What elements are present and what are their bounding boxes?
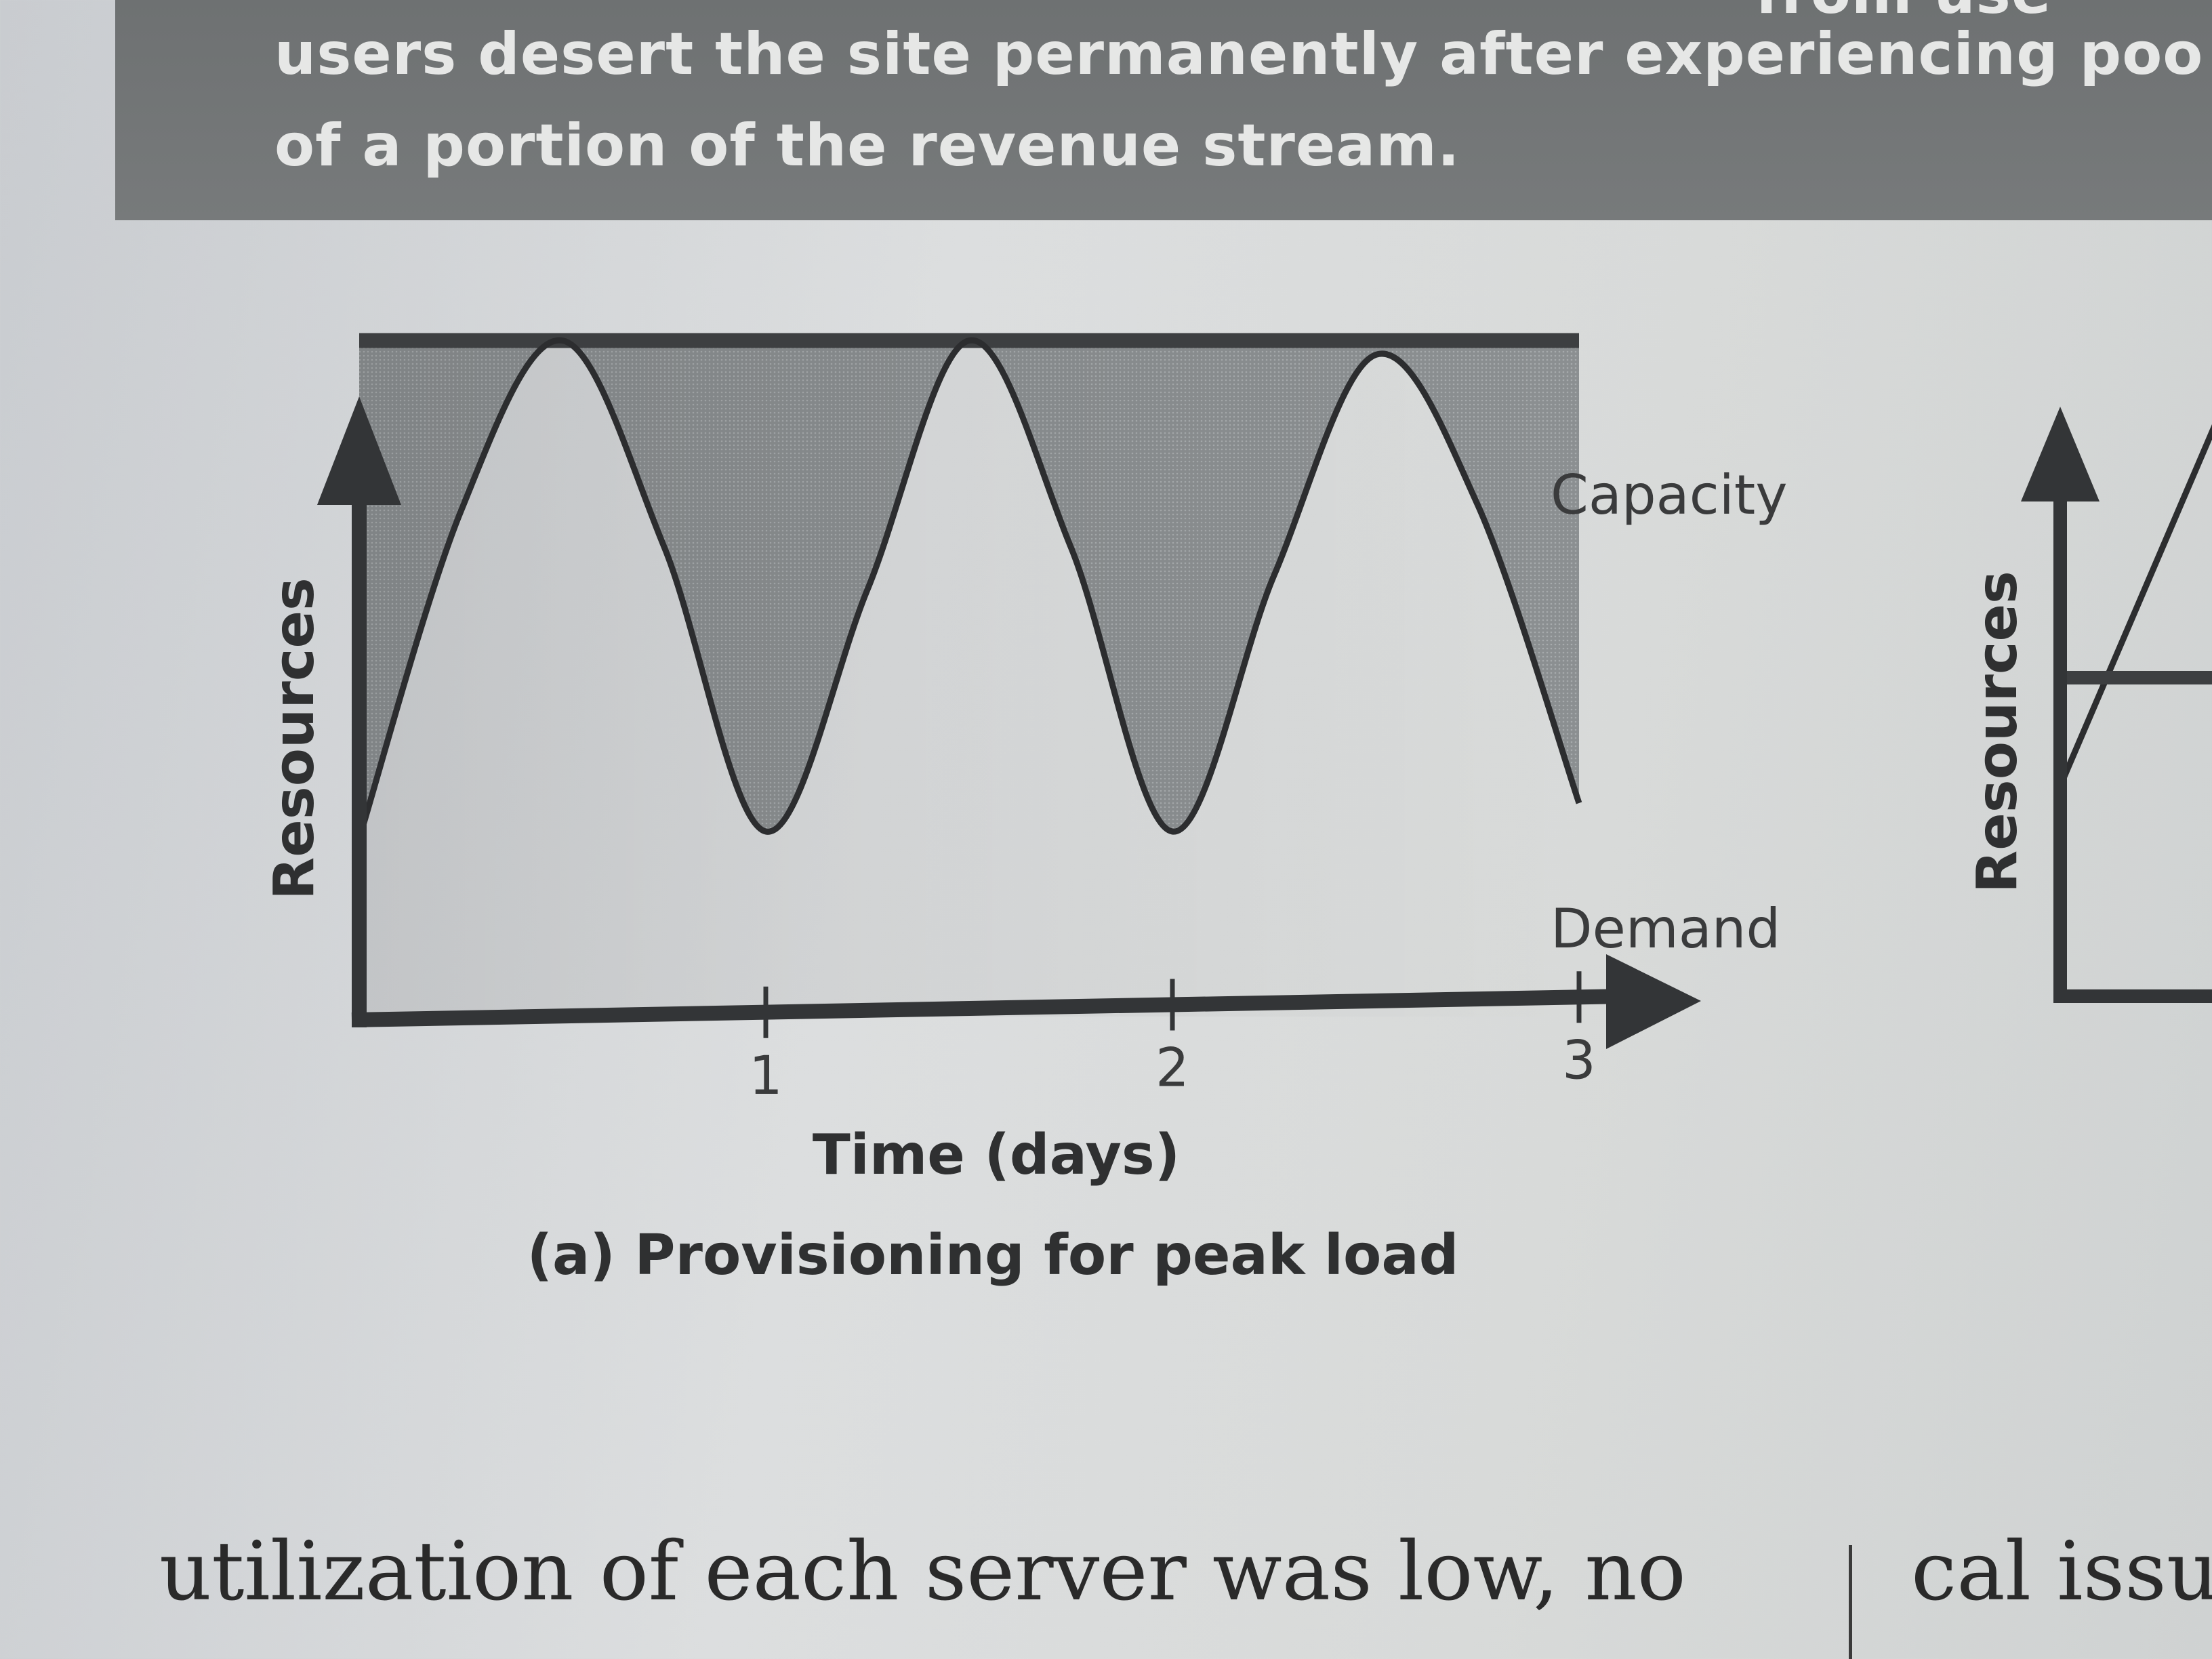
text-banner: from use users desert the site permanent… xyxy=(115,0,2212,220)
chart-b-y-axis-arrowhead xyxy=(2021,407,2100,501)
banner-text-line: of a portion of the revenue stream. xyxy=(274,112,1460,180)
banner-text-line: users desert the site permanently after … xyxy=(274,20,2204,88)
chart-b-y-axis-label: Resources xyxy=(1965,571,2030,893)
y-axis-label: Resources xyxy=(262,577,327,900)
x-axis xyxy=(351,989,1627,1027)
demand-curve xyxy=(356,337,1582,840)
demand-label: Demand xyxy=(1551,897,1780,960)
x-tick-label: 1 xyxy=(749,1046,783,1107)
capacity-label: Capacity xyxy=(1551,464,1788,527)
chart-a-peak-provisioning: 1 2 3 Capacity Demand Time (days) Resources (a)… xyxy=(262,333,1788,1288)
chart-b-partial: Resources xyxy=(1965,407,2212,1003)
x-tick-label: 2 xyxy=(1155,1038,1189,1099)
x-axis-label: Time (days) xyxy=(813,1123,1180,1187)
x-axis-arrowhead xyxy=(1606,954,1701,1049)
body-paragraph-left: utilization of each server was low, no xyxy=(159,1525,1686,1619)
column-divider xyxy=(1849,1545,1852,1659)
chart-caption: (a) Provisioning for peak load xyxy=(527,1223,1459,1288)
chart-b-curve xyxy=(2057,424,2212,787)
area-shading xyxy=(359,340,1579,1017)
banner-text-line: from use xyxy=(1755,0,2051,27)
x-tick-label: 3 xyxy=(1562,1030,1596,1091)
y-axis-arrowhead xyxy=(317,396,401,505)
body-paragraph-right: cal issu xyxy=(1911,1525,2212,1619)
